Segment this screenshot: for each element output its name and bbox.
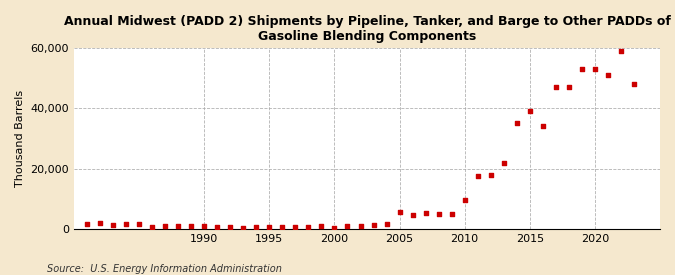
Point xyxy=(564,85,574,90)
Point xyxy=(316,223,327,228)
Point xyxy=(225,225,236,230)
Point xyxy=(421,211,431,215)
Point xyxy=(524,109,535,114)
Point xyxy=(576,67,587,72)
Point xyxy=(95,221,105,226)
Point xyxy=(108,223,119,227)
Point xyxy=(134,222,144,226)
Point xyxy=(121,222,132,226)
Point xyxy=(160,224,171,229)
Point xyxy=(173,224,184,228)
Point xyxy=(381,222,392,226)
Point xyxy=(342,224,353,229)
Point xyxy=(238,226,248,230)
Point xyxy=(459,198,470,202)
Point xyxy=(264,225,275,230)
Point xyxy=(446,211,457,216)
Point xyxy=(251,225,262,229)
Point xyxy=(329,226,340,230)
Point xyxy=(146,224,157,229)
Point xyxy=(82,222,92,226)
Point xyxy=(212,225,223,229)
Point xyxy=(512,121,522,126)
Point xyxy=(303,224,314,229)
Point xyxy=(485,172,496,177)
Y-axis label: Thousand Barrels: Thousand Barrels xyxy=(15,90,25,187)
Point xyxy=(290,225,301,229)
Point xyxy=(472,174,483,178)
Point xyxy=(199,224,210,229)
Point xyxy=(277,225,288,229)
Point xyxy=(537,124,548,129)
Point xyxy=(394,210,405,214)
Title: Annual Midwest (PADD 2) Shipments by Pipeline, Tanker, and Barge to Other PADDs : Annual Midwest (PADD 2) Shipments by Pip… xyxy=(63,15,670,43)
Point xyxy=(628,82,639,87)
Point xyxy=(355,224,366,228)
Point xyxy=(498,160,509,165)
Point xyxy=(433,212,444,216)
Point xyxy=(603,73,614,78)
Point xyxy=(407,213,418,217)
Text: Source:  U.S. Energy Information Administration: Source: U.S. Energy Information Administ… xyxy=(47,264,282,274)
Point xyxy=(589,67,600,72)
Point xyxy=(616,49,626,54)
Point xyxy=(186,223,196,228)
Point xyxy=(550,85,561,90)
Point xyxy=(368,223,379,227)
